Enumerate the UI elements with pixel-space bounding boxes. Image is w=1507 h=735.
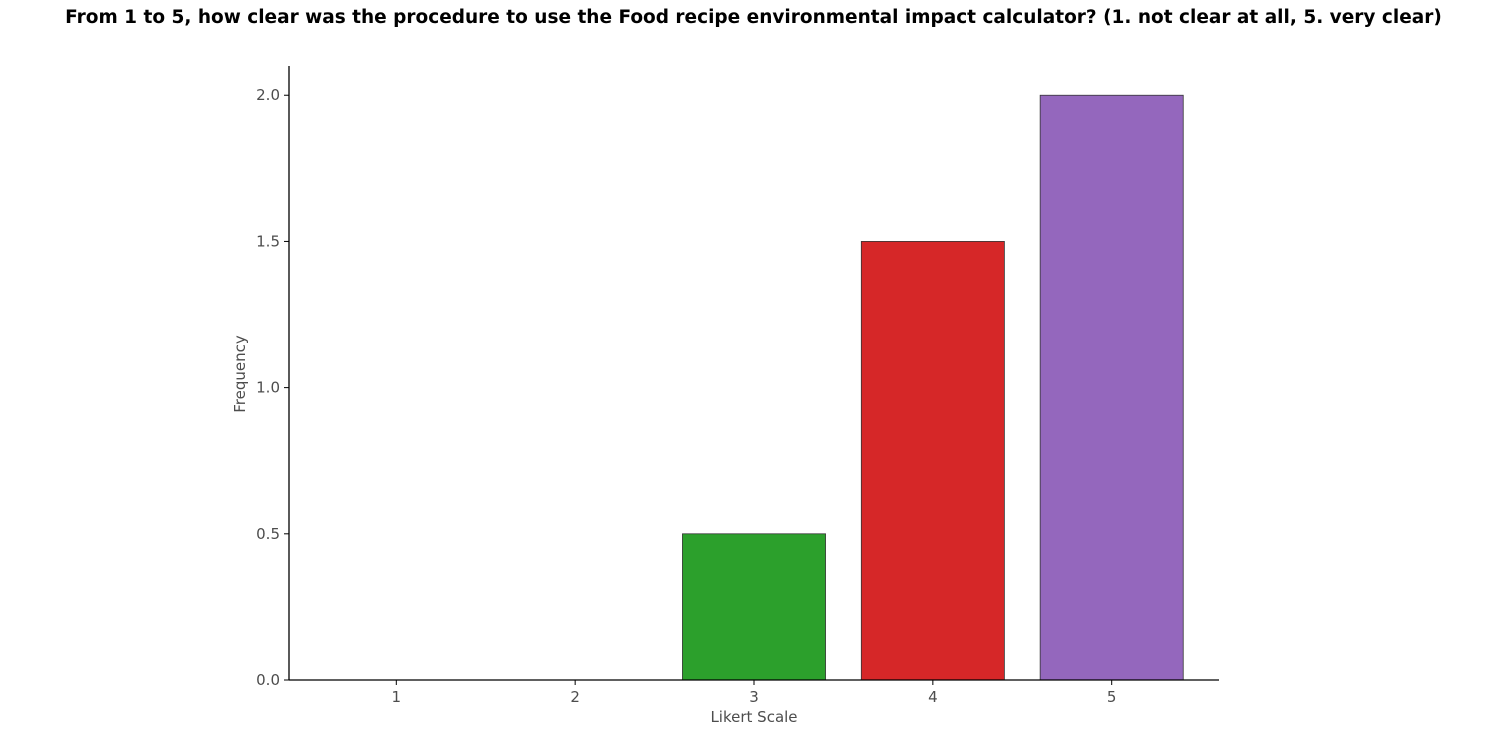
bar-5 — [1039, 94, 1184, 681]
y-tick-label: 2.0 — [256, 86, 280, 104]
x-tick-label: 4 — [928, 688, 938, 706]
x-tick-label: 5 — [1107, 688, 1117, 706]
x-tick-label: 3 — [749, 688, 759, 706]
x-tick-label: 2 — [570, 688, 580, 706]
bar-4 — [860, 241, 1005, 681]
y-tick-label: 1.0 — [256, 379, 280, 397]
x-tick-label: 1 — [392, 688, 402, 706]
y-ticks: 0.0 0.5 1.0 1.5 2.0 — [256, 86, 289, 689]
y-tick-label: 0.5 — [256, 525, 280, 543]
chart-title: From 1 to 5, how clear was the procedure… — [65, 7, 1442, 28]
y-tick-label: 0.0 — [256, 671, 280, 689]
bar-3 — [682, 533, 826, 681]
x-ticks: 1 2 3 4 5 — [392, 680, 1117, 706]
x-axis-label: Likert Scale — [710, 708, 797, 726]
y-tick-label: 1.5 — [256, 232, 280, 250]
bars-layer — [682, 94, 1184, 681]
y-axis-label: Frequency — [231, 335, 249, 413]
